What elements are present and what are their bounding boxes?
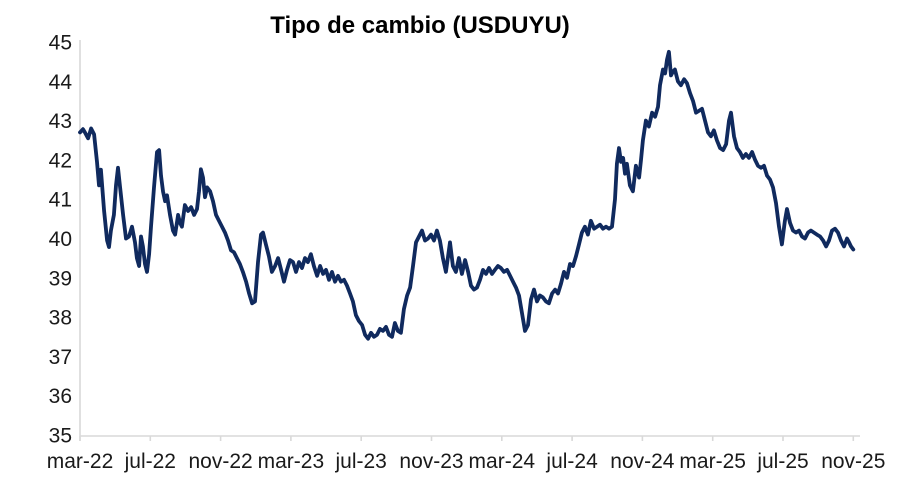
x-axis-label: nov-24 bbox=[610, 450, 675, 473]
x-axis-label: mar-24 bbox=[469, 450, 536, 473]
x-axis-label: jul-22 bbox=[124, 450, 176, 473]
y-axis-label: 39 bbox=[49, 267, 72, 290]
x-axis-label: mar-22 bbox=[47, 450, 114, 473]
y-axis-label: 41 bbox=[49, 189, 72, 212]
x-axis-label: jul-23 bbox=[335, 450, 387, 473]
chart-title: Tipo de cambio (USDUYU) bbox=[270, 12, 570, 39]
y-axis-label: 37 bbox=[49, 346, 72, 369]
x-axis-label: nov-22 bbox=[188, 450, 252, 473]
x-axis-label: mar-23 bbox=[258, 450, 325, 473]
x-axis-label: nov-23 bbox=[399, 450, 463, 473]
x-axis-label: nov-25 bbox=[821, 450, 885, 473]
y-axis-label: 42 bbox=[49, 149, 72, 172]
y-axis-label: 36 bbox=[49, 385, 72, 408]
y-axis-label: 45 bbox=[49, 32, 72, 55]
y-axis-label: 38 bbox=[49, 307, 72, 330]
x-axis-label: jul-24 bbox=[545, 450, 598, 473]
y-axis-label: 35 bbox=[49, 425, 72, 448]
x-axis-label: mar-25 bbox=[679, 450, 746, 473]
y-axis-label: 44 bbox=[49, 71, 73, 94]
x-axis-label: jul-25 bbox=[756, 450, 808, 473]
y-axis-label: 43 bbox=[49, 110, 72, 133]
y-axis-label: 40 bbox=[49, 228, 72, 251]
series-line-usduyu bbox=[78, 49, 856, 341]
